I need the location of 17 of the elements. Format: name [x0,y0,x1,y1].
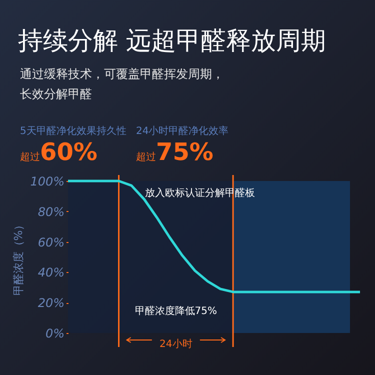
text: 24小时 [160,338,192,350]
y-tick-label: 40% [38,266,64,280]
y-tick-label: 20% [38,296,64,310]
text: 超过 [20,152,40,163]
y-tick-label: 60% [38,235,64,250]
line-series [66,180,362,294]
y-axis-title: 甲醛浓度（%） [12,219,26,296]
annotation: 甲醛浓度降低75% [134,305,218,317]
text: 75% [156,138,214,166]
chart-title: 持续分解 远超甲醛释放周期 [18,25,326,57]
y-tick-label: 100% [30,174,64,188]
chart-subtitle: 通过缓释技术，可覆盖甲醛挥发周期，长效分解甲醛 [20,66,225,103]
y-tick-label: 0% [45,326,64,340]
text: 24小时甲醛净化效率 [136,124,229,138]
y-tick-label: 80% [38,204,64,219]
text: 超过 [136,152,156,163]
text: 5天甲醛净化效果持久性 [20,124,126,138]
